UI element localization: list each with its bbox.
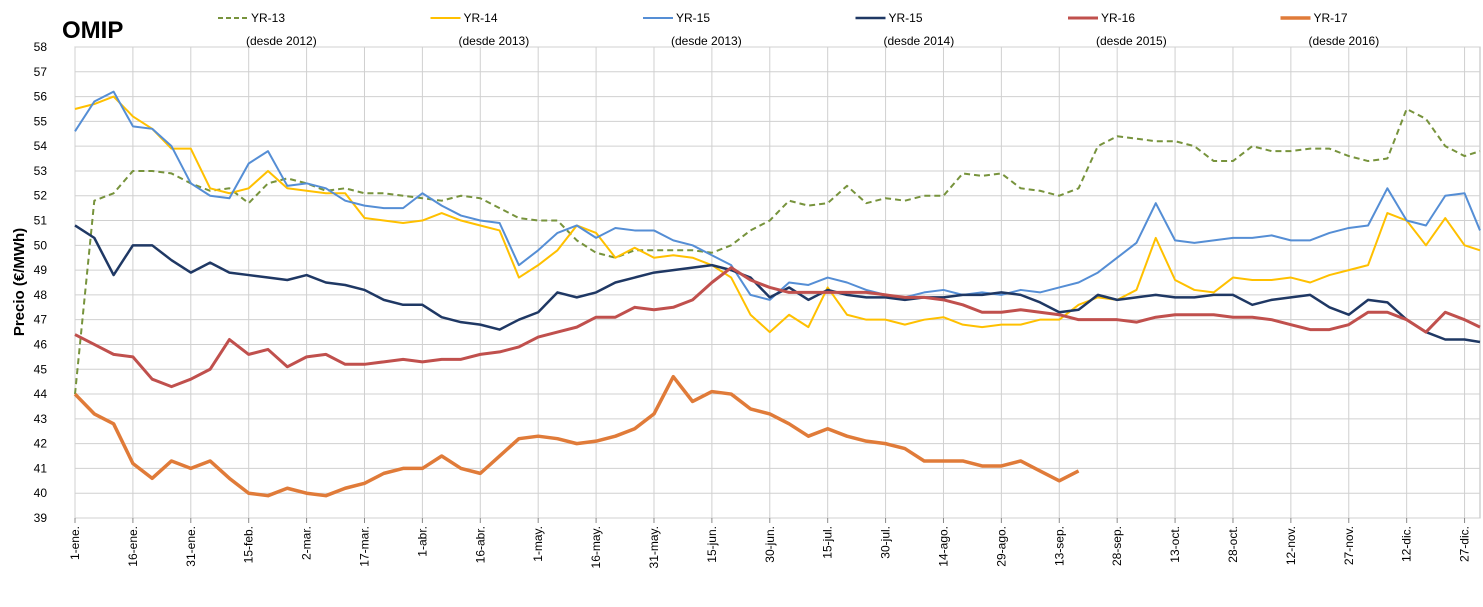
y-tick-label: 48 — [34, 288, 48, 302]
y-tick-label: 47 — [34, 313, 48, 327]
series-line — [74, 224, 1481, 344]
x-tick-label: 15-feb. — [242, 526, 256, 563]
x-tick-label: 28-sep. — [1110, 526, 1124, 566]
y-tick-label: 42 — [34, 437, 48, 451]
chart-title: OMIP — [62, 17, 123, 44]
x-tick-label: 1-ene. — [68, 526, 82, 560]
x-tick-label: 2-mar. — [300, 526, 314, 560]
y-tick-label: 54 — [34, 139, 48, 153]
legend-sublabel: (desde 2014) — [884, 34, 955, 48]
y-tick-label: 46 — [34, 337, 48, 351]
legend-label: YR-15 — [676, 11, 710, 25]
legend-sublabel: (desde 2013) — [671, 34, 742, 48]
y-tick-label: 50 — [34, 238, 48, 252]
x-tick-label: 12-dic. — [1400, 526, 1414, 562]
series-line — [73, 374, 1080, 498]
x-tick-label: 15-jun. — [705, 526, 719, 563]
legend-label: YR-15 — [889, 11, 923, 25]
x-tick-label: 31-ene. — [184, 526, 198, 567]
x-tick-label: 1-abr. — [415, 526, 429, 557]
y-tick-label: 43 — [34, 412, 48, 426]
x-tick-label: 16-may. — [589, 526, 603, 568]
x-tick-label: 30-jul. — [879, 526, 893, 559]
legend-label: YR-13 — [251, 11, 285, 25]
legend-sublabel: (desde 2012) — [246, 34, 317, 48]
x-tick-label: 12-nov. — [1284, 526, 1298, 565]
y-tick-label: 51 — [34, 214, 48, 228]
y-tick-label: 49 — [34, 263, 48, 277]
legend-label: YR-17 — [1314, 11, 1348, 25]
x-tick-label: 27-dic. — [1458, 526, 1472, 562]
y-tick-label: 53 — [34, 164, 48, 178]
x-tick-label: 17-mar. — [357, 526, 371, 567]
plot-area — [74, 46, 1481, 519]
x-tick-label: 13-oct. — [1168, 526, 1182, 563]
y-tick-label: 44 — [34, 387, 48, 401]
y-tick-label: 40 — [34, 486, 48, 500]
x-tick-label: 15-jul. — [821, 526, 835, 559]
series-line — [74, 266, 1481, 389]
x-tick-label: 16-ene. — [126, 526, 140, 567]
y-tick-label: 58 — [34, 40, 48, 54]
x-tick-label: 30-jun. — [763, 526, 777, 563]
y-tick-label: 39 — [34, 511, 48, 525]
y-axis-label: Precio (€/MWh) — [11, 228, 28, 336]
y-tick-label: 45 — [34, 362, 48, 376]
legend-label: YR-16 — [1101, 11, 1135, 25]
x-tick-label: 31-may. — [647, 526, 661, 568]
legend-sublabel: (desde 2013) — [459, 34, 530, 48]
y-tick-label: 56 — [34, 90, 48, 104]
x-tick-label: 14-ago. — [936, 526, 950, 567]
x-tick-label: 29-ago. — [994, 526, 1008, 567]
series-line — [74, 95, 1481, 334]
x-tick-label: 13-sep. — [1052, 526, 1066, 566]
legend-sublabel: (desde 2015) — [1096, 34, 1167, 48]
y-tick-label: 52 — [34, 189, 48, 203]
legend-label: YR-14 — [464, 11, 498, 25]
y-tick-label: 57 — [34, 65, 48, 79]
legend-sublabel: (desde 2016) — [1309, 34, 1380, 48]
y-tick-label: 55 — [34, 114, 48, 128]
x-tick-label: 1-may. — [531, 526, 545, 562]
y-tick-label: 41 — [34, 461, 48, 475]
x-tick-label: 27-nov. — [1342, 526, 1356, 565]
x-tick-label: 16-abr. — [473, 526, 487, 563]
x-tick-label: 28-oct. — [1226, 526, 1240, 563]
